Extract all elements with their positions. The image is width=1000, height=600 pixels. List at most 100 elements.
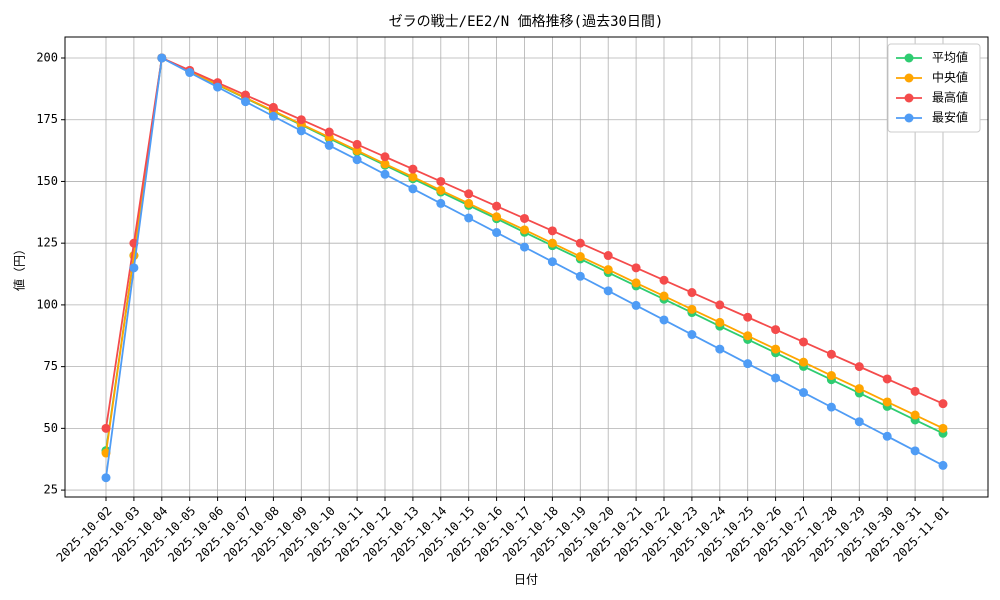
data-point xyxy=(938,399,948,409)
data-point xyxy=(185,68,195,78)
data-point xyxy=(631,300,641,310)
data-point xyxy=(101,423,111,433)
data-point xyxy=(129,263,139,273)
data-point xyxy=(715,317,725,327)
data-point xyxy=(882,431,892,441)
data-point xyxy=(603,265,613,275)
data-point xyxy=(547,257,557,267)
data-point xyxy=(743,331,753,341)
data-point xyxy=(352,146,362,156)
data-point xyxy=(826,371,836,381)
legend-label: 最安値 xyxy=(932,110,968,125)
data-point xyxy=(687,330,697,340)
y-tick-label: 75 xyxy=(44,359,58,373)
data-point xyxy=(241,97,250,107)
y-tick-label: 25 xyxy=(44,483,58,497)
data-point xyxy=(715,300,725,310)
data-point xyxy=(799,388,808,398)
data-point xyxy=(938,460,948,470)
legend-marker xyxy=(904,73,914,83)
data-point xyxy=(910,386,920,396)
data-point xyxy=(408,164,418,174)
legend-marker xyxy=(904,113,914,123)
data-point xyxy=(547,238,557,248)
data-point xyxy=(715,344,725,354)
data-point xyxy=(296,126,306,136)
data-point xyxy=(492,201,502,211)
data-point xyxy=(826,349,836,359)
y-tick-label: 200 xyxy=(36,50,58,64)
data-point xyxy=(743,359,753,369)
data-point xyxy=(854,384,864,394)
data-point xyxy=(659,315,669,325)
data-point xyxy=(631,278,641,288)
y-tick-label: 50 xyxy=(44,421,58,435)
data-point xyxy=(268,111,278,121)
legend-marker xyxy=(904,93,914,103)
data-point xyxy=(910,446,920,456)
data-point xyxy=(603,251,613,261)
y-axis-label: 値（円） xyxy=(12,243,27,291)
data-point xyxy=(436,176,446,186)
data-point xyxy=(854,417,864,427)
data-point xyxy=(464,198,474,208)
data-point xyxy=(101,473,111,483)
x-axis-label: 日付 xyxy=(514,573,538,587)
data-point xyxy=(771,373,781,383)
data-point xyxy=(575,252,585,262)
data-point xyxy=(296,115,306,125)
data-point xyxy=(464,213,474,223)
data-point xyxy=(492,212,502,222)
data-point xyxy=(575,271,585,281)
chart-title: ゼラの戦士/EE2/N 価格推移(過去30日間) xyxy=(389,14,664,30)
data-point xyxy=(380,152,390,162)
plot-frame xyxy=(64,36,989,498)
data-point xyxy=(324,140,334,150)
data-point xyxy=(520,213,529,223)
data-point xyxy=(464,189,474,199)
data-point xyxy=(547,226,557,236)
data-point xyxy=(213,82,223,92)
data-point xyxy=(910,410,920,420)
data-point xyxy=(631,263,641,273)
data-point xyxy=(268,102,278,112)
data-point xyxy=(659,275,669,285)
legend-box xyxy=(887,43,981,133)
data-point xyxy=(882,374,892,384)
y-tick-label: 125 xyxy=(36,236,58,250)
y-tick-label: 100 xyxy=(36,297,58,311)
data-point xyxy=(854,362,864,372)
y-tick-label: 150 xyxy=(36,174,58,188)
legend-label: 中央値 xyxy=(932,70,968,85)
y-tick-label: 175 xyxy=(36,112,58,126)
data-point xyxy=(687,304,697,314)
data-point xyxy=(882,397,892,407)
data-point xyxy=(938,423,948,433)
data-point xyxy=(603,286,613,296)
data-point xyxy=(826,402,836,412)
data-point xyxy=(520,225,529,235)
data-point xyxy=(157,53,167,63)
data-point xyxy=(380,159,390,169)
data-point xyxy=(771,325,781,335)
data-point xyxy=(352,139,362,149)
data-point xyxy=(436,198,446,208)
data-point xyxy=(324,127,334,137)
legend-label: 最高値 xyxy=(932,90,968,105)
data-point xyxy=(408,172,418,182)
data-point xyxy=(743,312,753,322)
legend-label: 平均値 xyxy=(932,50,968,65)
legend-marker xyxy=(904,53,914,63)
data-point xyxy=(575,238,585,248)
data-point xyxy=(520,242,529,252)
data-point xyxy=(492,228,502,238)
data-point xyxy=(380,169,390,179)
data-point xyxy=(352,155,362,165)
data-point xyxy=(799,337,808,347)
data-point xyxy=(436,185,446,195)
data-point xyxy=(771,344,781,354)
data-point xyxy=(659,291,669,301)
